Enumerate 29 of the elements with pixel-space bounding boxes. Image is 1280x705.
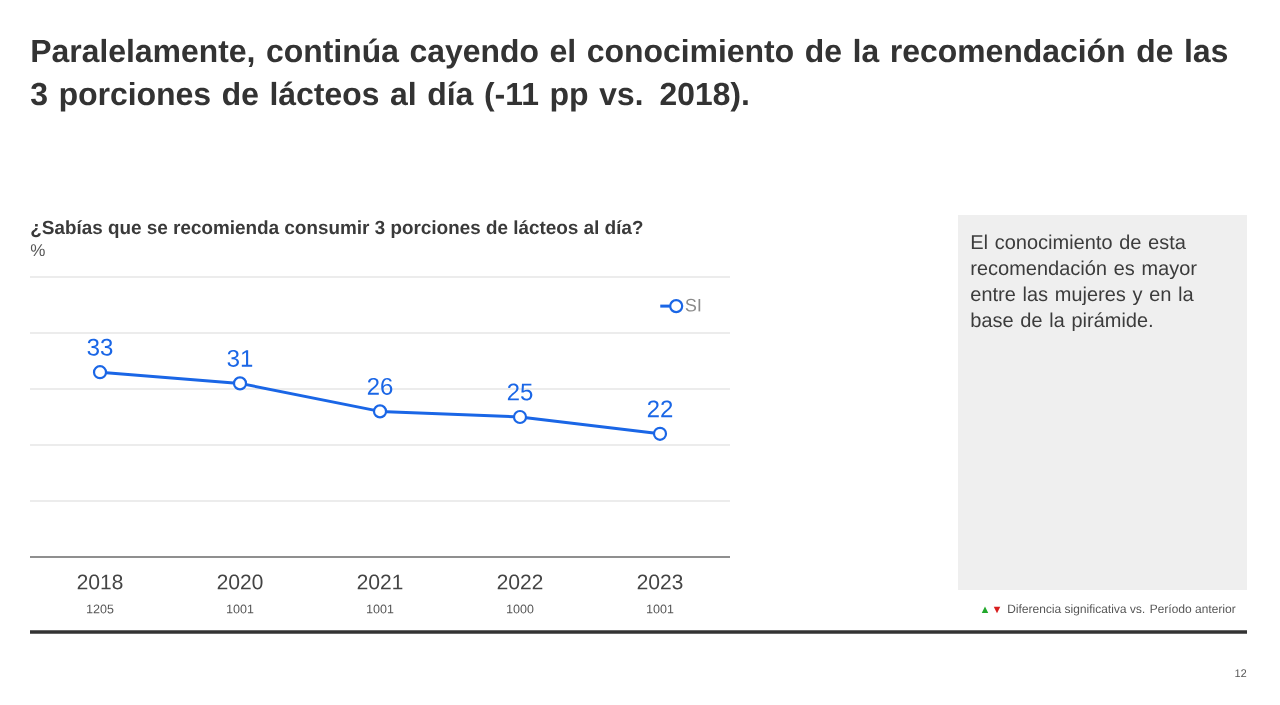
text: 1001 (367, 604, 394, 614)
x-tick-label: 2022 (497, 574, 543, 590)
x-tick-label: 2018 (77, 574, 123, 590)
point (92, 365, 108, 380)
data-label: 25 (507, 383, 533, 401)
text: 1000 (507, 604, 534, 614)
data-label: 31 (227, 349, 253, 367)
data-label: 33 (87, 338, 113, 356)
point (512, 409, 528, 425)
text: Diferencia significativa vs. Período anterior (1008, 604, 1236, 616)
chart-title: Paralelamente, continúa cayendo el conocimiento de la recomendación de las 3 porciones de lácteos al día (-11 pp vs. 2018). (31, 38, 1228, 112)
text: El conocimiento de esta recomendación es mayor entre las mujeres y en la base de la pirámide. (971, 234, 1197, 332)
legend-label: SI (685, 298, 701, 312)
text: ▼ (993, 606, 1001, 614)
text: 12 (1235, 669, 1247, 677)
point (372, 404, 388, 419)
x-tick-label: 2021 (357, 574, 403, 590)
data-label: 26 (367, 377, 393, 395)
point (652, 426, 668, 441)
y-axis-title: % (30, 244, 45, 257)
text: 1205 (87, 604, 114, 614)
point (232, 376, 248, 391)
x-tick-label: 2020 (217, 574, 263, 590)
text: 1001 (647, 604, 674, 614)
text: ▲ (981, 606, 989, 613)
x-tick-label: 2023 (637, 574, 683, 590)
data-label: 22 (647, 400, 673, 418)
chart-subtitle: ¿Sabías que se recomienda consumir 3 porciones de lácteos al día? (31, 220, 643, 238)
text: 1001 (227, 604, 254, 614)
